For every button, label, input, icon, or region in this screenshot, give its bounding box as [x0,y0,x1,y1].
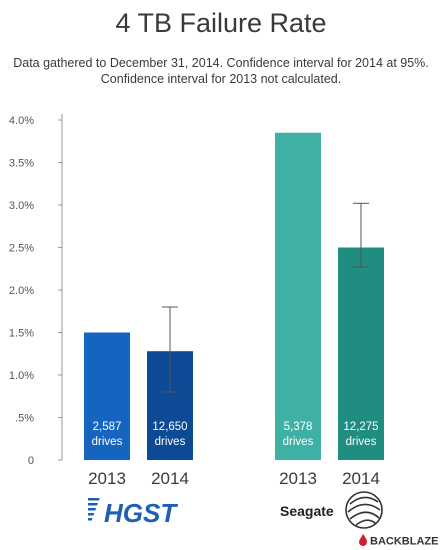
x-axis: 2013 2014 2013 2014 [88,469,380,488]
y-tick-label: 2.5% [9,243,34,255]
y-tick-label: 2.0% [9,285,34,297]
x-tick-label: 2014 [342,469,380,488]
seagate-logo-text: Seagate [280,503,334,519]
y-tick-label: 3.0% [9,200,34,212]
backblaze-logo-text: BACKBLAZE [370,536,438,548]
bars: 2,587 drives 12,650 drives 5,378 drives 12,275… [84,132,384,460]
bar-drive-unit: drives [92,436,123,448]
x-tick-label: 2013 [88,469,126,488]
flame-icon [359,534,367,546]
y-tick-label: .5% [15,413,34,425]
y-tick-label: 4.0% [9,115,34,127]
bar-drive-unit: drives [346,436,377,448]
hgst-logo: HGST [88,498,178,528]
bar-drive-count: 12,650 [152,421,187,433]
bar-hgst-2013 [84,332,130,460]
backblaze-logo: BACKBLAZE [359,534,438,548]
bar-drive-count: 12,275 [343,421,378,433]
bar-seagate-2013 [275,132,321,460]
bar-drive-unit: drives [155,436,186,448]
hgst-logo-text: HGST [104,498,178,528]
error-bar [162,306,178,393]
x-tick-label: 2014 [151,469,189,488]
bar-seagate-2014 [338,247,384,460]
y-tick-label: 1.0% [9,370,34,382]
y-tick-label: 3.5% [9,158,34,170]
y-axis: 0 .5% 1.0% 1.5% 2.0% 2.5% 3.0% 3.5% 4.0% [9,114,63,467]
y-tick-label: 0 [28,455,34,467]
x-tick-label: 2013 [279,469,317,488]
bar-drive-unit: drives [283,436,314,448]
seagate-swirl-icon [345,491,383,529]
error-bar [353,202,369,268]
chart-title: 4 TB Failure Rate [115,8,327,38]
bar-drive-count: 5,378 [284,421,313,433]
bar-drive-count: 2,587 [93,421,122,433]
y-tick-label: 1.5% [9,328,34,340]
chart-subtitle: Data gathered to December 31, 2014. Conf… [13,56,429,86]
seagate-logo: Seagate [280,491,383,529]
